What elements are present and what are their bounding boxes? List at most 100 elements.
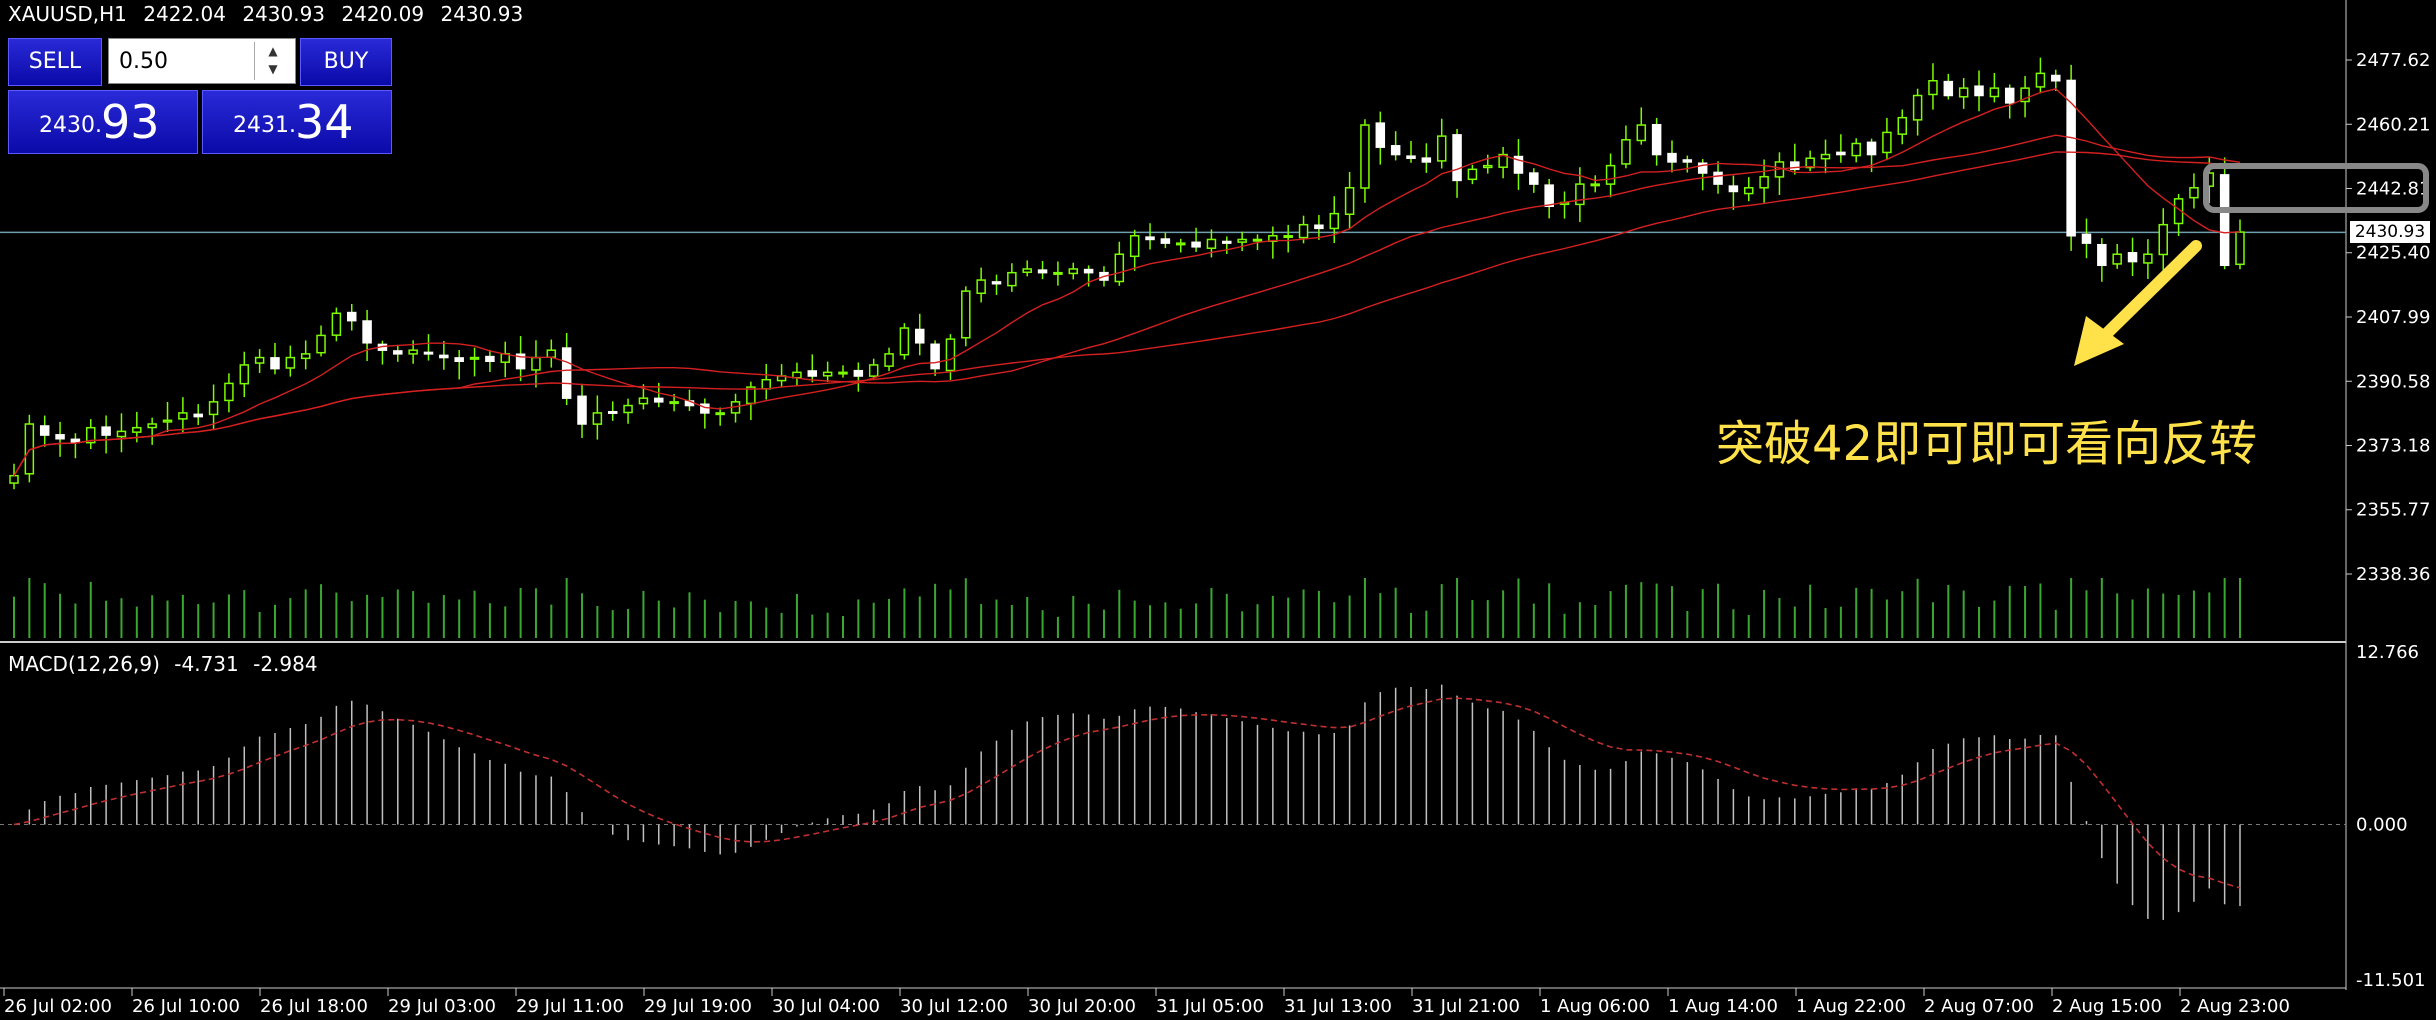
candle-body: [132, 426, 142, 433]
candle-body: [2081, 233, 2092, 244]
spin-down-icon[interactable]: ▼: [268, 62, 278, 76]
spin-up-icon[interactable]: ▲: [268, 44, 278, 58]
candle-body: [285, 356, 296, 369]
candle-body: [1728, 185, 1739, 193]
candle-body: [807, 370, 818, 377]
candle-body: [1252, 238, 1263, 242]
time-tick-label: 26 Jul 02:00: [4, 996, 112, 1017]
lot-value: 0.50: [119, 49, 168, 74]
buy-button[interactable]: BUY: [300, 38, 392, 86]
candle-body: [853, 369, 864, 377]
candle-body: [1790, 161, 1800, 171]
candle-body: [822, 371, 833, 377]
candle-body: [1759, 175, 1769, 189]
candle-body: [792, 371, 802, 379]
candle-body: [1344, 187, 1355, 215]
candle-body: [1605, 164, 1616, 185]
price-tick-label: 2355.77: [2356, 500, 2430, 521]
candle-body: [423, 351, 434, 355]
candle-body: [208, 401, 219, 416]
candle-body: [930, 343, 940, 370]
moving-average-line: [13, 88, 2241, 477]
time-tick-label: 2 Aug 15:00: [2052, 996, 2162, 1017]
highlight-box: [2203, 163, 2429, 213]
candle-body: [224, 382, 234, 402]
time-tick-label: 26 Jul 18:00: [260, 996, 368, 1017]
candle-body: [1943, 80, 1954, 97]
candle-body: [899, 327, 910, 356]
candle-body: [1160, 238, 1171, 244]
candle-body: [2143, 253, 2153, 264]
time-tick-label: 29 Jul 19:00: [644, 996, 752, 1017]
candle-body: [1836, 151, 1846, 156]
candle-body: [976, 279, 986, 295]
price-tick-label: 2442.81: [2356, 178, 2430, 199]
candle-body: [1175, 242, 1186, 246]
candle-body: [1375, 122, 1386, 148]
macd-name: MACD(12,26,9): [8, 652, 160, 676]
candle-body: [1421, 157, 1432, 163]
candle-body: [561, 347, 572, 399]
macd-label: MACD(12,26,9) -4.731 -2.984: [8, 652, 326, 676]
candle-body: [162, 419, 173, 423]
candle-body: [55, 434, 65, 440]
candle-body: [9, 474, 19, 484]
candle-body: [577, 395, 587, 425]
candle-body: [1805, 157, 1815, 169]
candle-body: [1866, 141, 1877, 156]
candle-body: [316, 334, 326, 354]
lot-size-input[interactable]: 0.50 ▲ ▼: [108, 38, 296, 84]
candle-body: [1882, 131, 1892, 154]
sell-price-small: 2430.: [39, 113, 102, 138]
candle-body: [2020, 87, 2030, 103]
candle-body: [116, 430, 127, 438]
candle-body: [1222, 240, 1232, 244]
sell-button[interactable]: SELL: [8, 38, 102, 86]
candle-body: [485, 355, 495, 363]
candle-body: [1467, 168, 1478, 181]
candle-body: [991, 281, 1002, 285]
price-tick-label: 2460.21: [2356, 114, 2430, 135]
candle-body: [393, 350, 403, 355]
candle-body: [623, 404, 633, 414]
candle-body: [1129, 235, 1140, 258]
sell-price-button[interactable]: 2430. 93: [8, 90, 198, 154]
candle-body: [515, 353, 526, 370]
candle-body: [1544, 184, 1554, 207]
candle-body: [1513, 155, 1524, 174]
macd-tick-label: 0.000: [2356, 815, 2408, 836]
macd-signal-line: [13, 697, 2241, 889]
macd-signal-value: -2.984: [253, 652, 318, 676]
candle-body: [1037, 269, 1048, 274]
candle-body: [1636, 124, 1647, 142]
lot-stepper[interactable]: ▲ ▼: [254, 42, 291, 80]
symbol-label: XAUUSD,H1: [8, 2, 127, 26]
time-tick-label: 30 Jul 04:00: [772, 996, 880, 1017]
macd-main-value: -4.731: [174, 652, 239, 676]
candle-body: [1191, 241, 1201, 248]
macd-tick-label: -11.501: [2356, 970, 2425, 991]
price-tick-label: 2338.36: [2356, 564, 2430, 585]
candle-body: [1575, 183, 1585, 206]
chart-header: XAUUSD,H1 2422.04 2430.93 2420.09 2430.9…: [8, 2, 533, 26]
candle-body: [239, 364, 250, 385]
candle-body: [1682, 159, 1693, 163]
candle-body: [1743, 187, 1754, 195]
buy-price-button[interactable]: 2431. 34: [202, 90, 392, 154]
candle-body: [362, 320, 372, 344]
candle-body: [469, 356, 480, 360]
candle-body: [300, 353, 311, 360]
candle-body: [86, 426, 96, 444]
candle-body: [592, 412, 603, 425]
candle-body: [1298, 223, 1309, 239]
candle-body: [1713, 171, 1723, 185]
candle-body: [2127, 252, 2138, 263]
candle-body: [2219, 174, 2230, 267]
candle-body: [1007, 271, 1017, 287]
candle-body: [331, 312, 342, 336]
one-click-trading-panel: SELL 0.50 ▲ ▼ BUY 2430. 93 2431. 34: [8, 38, 392, 154]
candle-body: [1820, 153, 1831, 160]
candle-body: [1145, 236, 1155, 241]
candle-body: [1928, 79, 1938, 96]
